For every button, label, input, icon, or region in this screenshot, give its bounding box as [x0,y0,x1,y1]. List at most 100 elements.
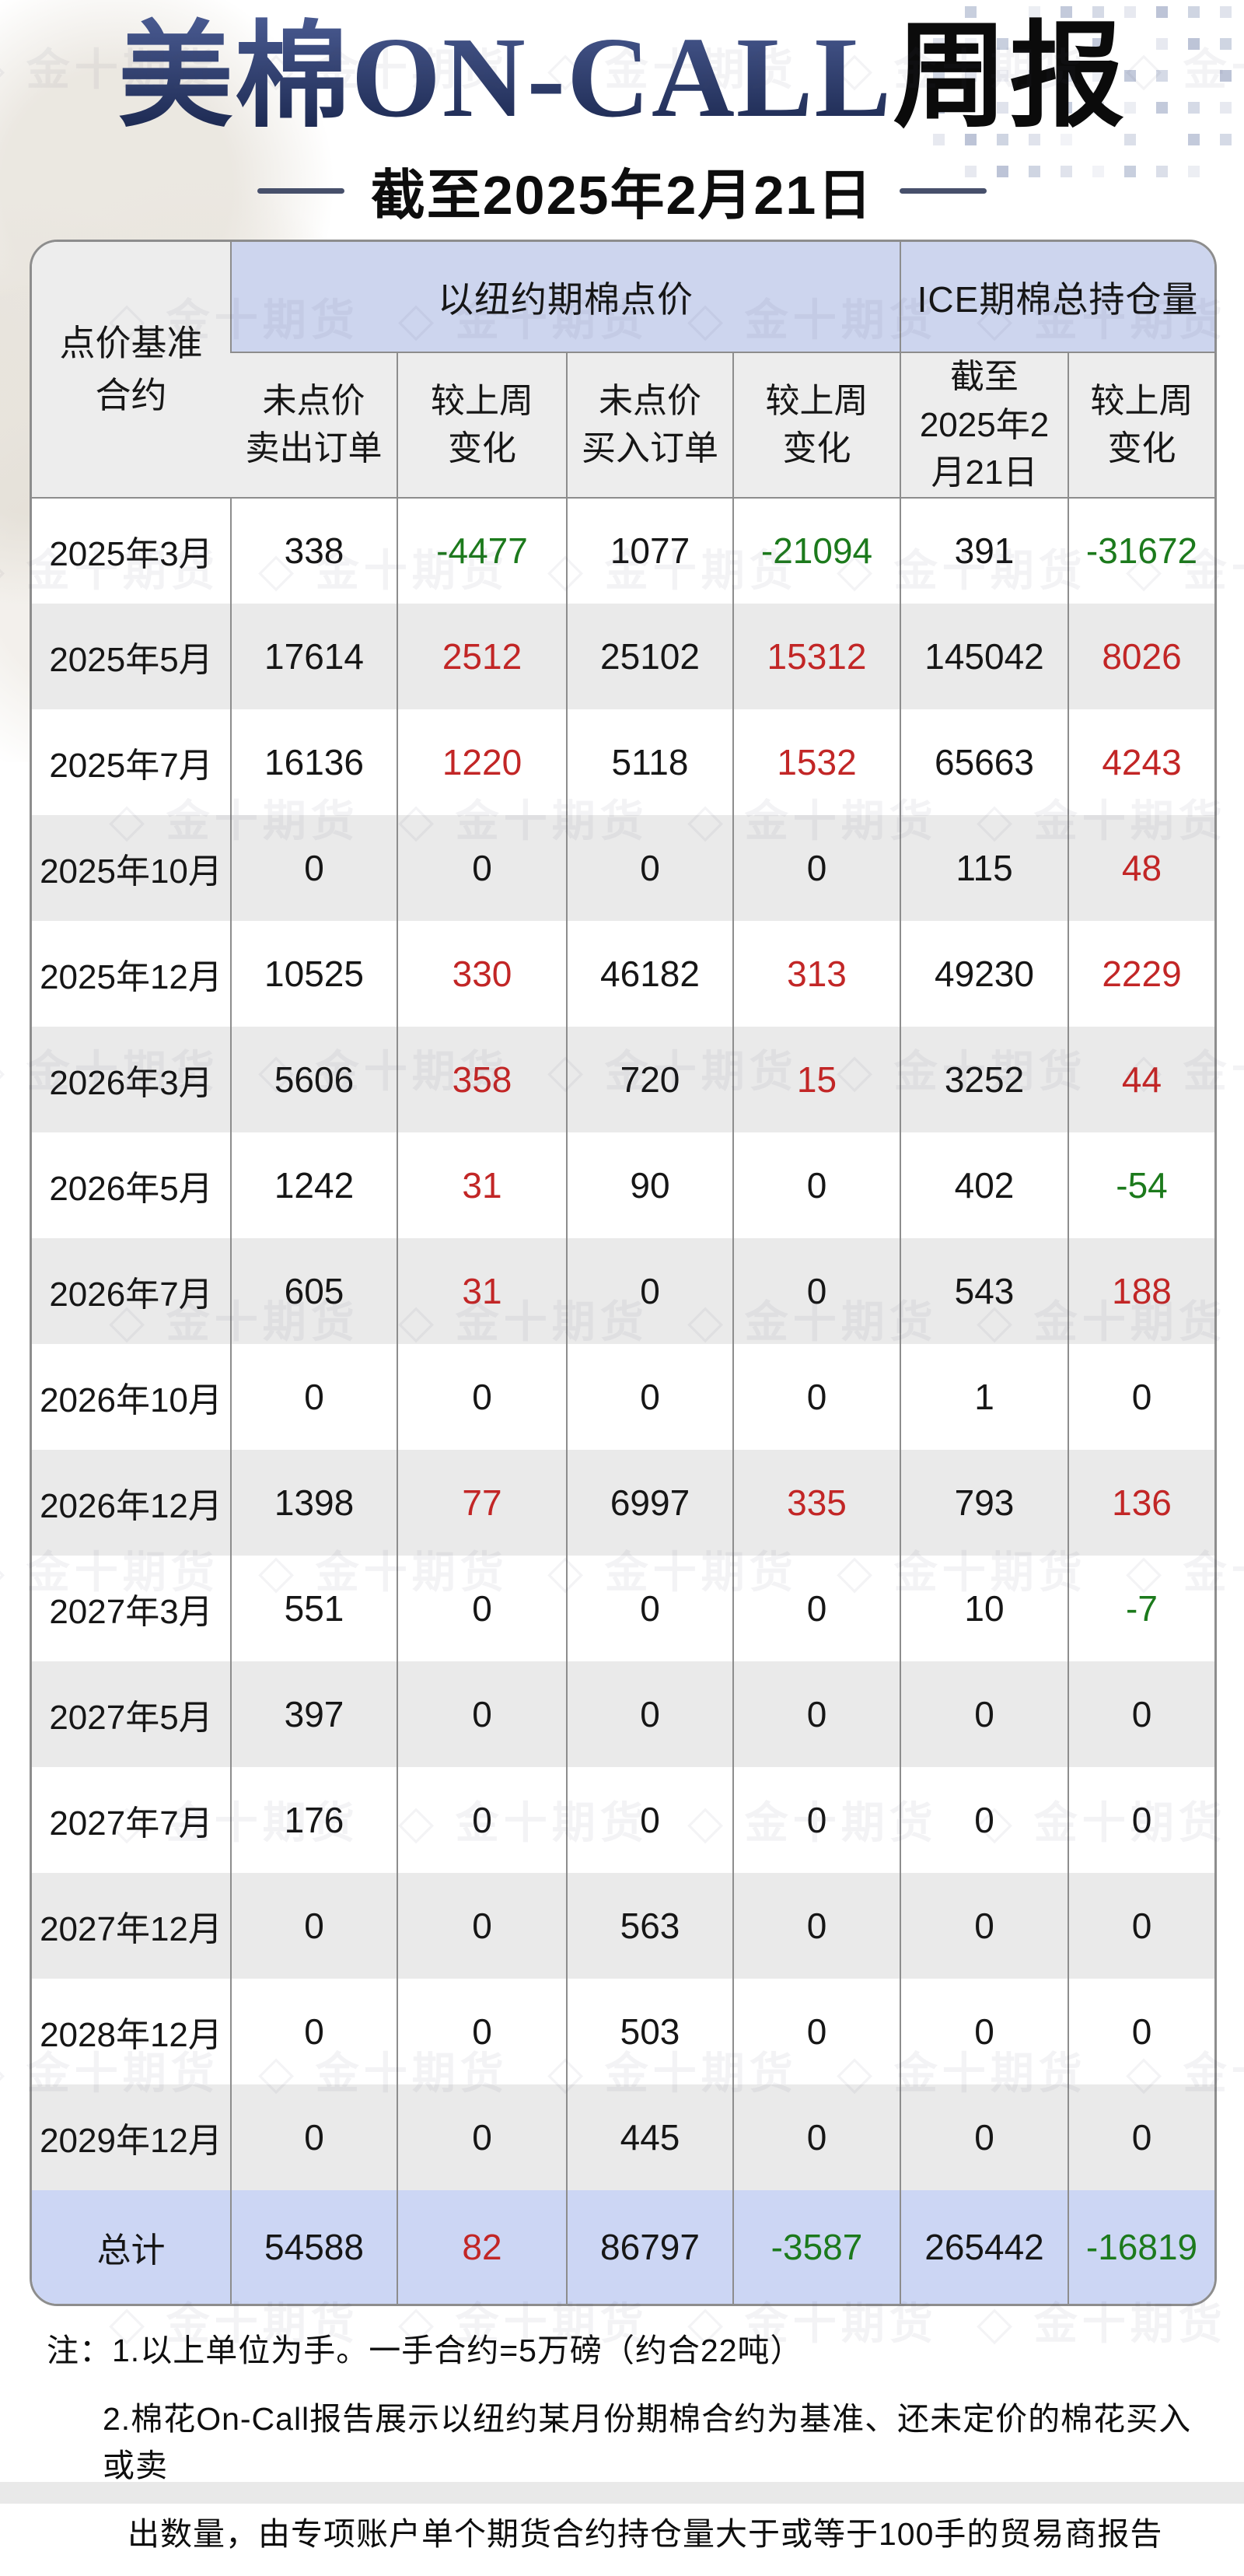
value-cell: 0 [900,1978,1068,2084]
value-cell: 0 [566,1343,733,1450]
value-cell: 1398 [230,1449,397,1556]
change-value-cell: 0 [397,1978,567,2084]
change-value-cell: 31 [397,1132,567,1238]
change-value-cell: -7 [1068,1555,1214,1661]
contract-month-cell: 2029年12月 [32,2084,231,2190]
table-row: 2026年10月 0 0 0 0 1 0 [32,1343,1214,1450]
table-row: 2027年5月 397 0 0 0 0 0 [32,1661,1214,1767]
subtitle-row: 截至2025年2月21日 [0,152,1244,230]
value-cell: 0 [900,1661,1068,1767]
contract-month-cell: 2027年7月 [32,1766,231,1873]
corner-header-pricing-benchmark-contract: 点价基准 合约 [32,242,231,499]
value-cell: 402 [900,1132,1068,1238]
table-row: 2027年7月 176 0 0 0 0 0 [32,1766,1214,1873]
change-value-cell: 0 [397,1555,567,1661]
value-cell: 391 [900,497,1068,604]
change-value-cell: 136 [1068,1449,1214,1556]
contract-month-cell: 2028年12月 [32,1978,231,2084]
footer-strip [0,2482,1244,2504]
note-line-2: 2.棉花On-Call报告展示以纽约某月份期棉合约为基准、还未定价的棉花买入或卖 [103,2401,1192,2483]
value-cell: 1242 [230,1132,397,1238]
value-cell: 0 [566,1766,733,1873]
contract-month-cell: 2025年3月 [32,497,231,604]
value-cell: 1 [900,1343,1068,1450]
value-cell: 605 [230,1237,397,1344]
table-row: 2026年12月 1398 77 6997 335 793 136 [32,1449,1214,1556]
change-value-cell: 0 [1068,1978,1214,2084]
change-value-cell: 0 [397,2084,567,2190]
value-cell: 90 [566,1132,733,1238]
value-cell: 0 [230,1978,397,2084]
table-row: 2028年12月 0 0 503 0 0 0 [32,1978,1214,2084]
value-cell: 49230 [900,920,1068,1027]
value-cell: 551 [230,1555,397,1661]
contract-month-cell: 2026年7月 [32,1237,231,1344]
contract-month-cell: 2025年7月 [32,709,231,815]
change-value-cell: 0 [732,1132,900,1238]
value-cell: 0 [900,1872,1068,1979]
value-cell: 445 [566,2084,733,2190]
oncall-table: 点价基准 合约 以纽约期棉点价 ICE期棉总持仓量 未点价 卖出订单 较上周 变化 … [32,242,1214,2304]
value-cell: 16136 [230,709,397,815]
value-cell: 265442 [900,2189,1068,2304]
table-row: 2025年10月 0 0 0 0 115 48 [32,814,1214,921]
change-value-cell: 0 [1068,2084,1214,2190]
change-value-cell: -16819 [1068,2189,1214,2304]
value-cell: 0 [230,1343,397,1450]
change-value-cell: 358 [397,1026,567,1132]
change-value-cell: 31 [397,1237,567,1344]
group-header-ice-open-interest: ICE期棉总持仓量 [900,242,1214,353]
contract-month-cell: 2025年5月 [32,603,231,709]
note-line-1: 注：1.以上单位为手。一手合约=5万磅（约合22吨） [47,2333,803,2368]
total-label-cell: 总计 [32,2189,231,2304]
sub-header-row: 未点价 卖出订单 较上周 变化 未点价 买入订单 较上周 变化 截至 2025年2 月21日… [32,352,1214,499]
change-value-cell: 0 [732,1872,900,1979]
table-row: 2026年7月 605 31 0 0 543 188 [32,1237,1214,1344]
value-cell: 0 [566,1237,733,1344]
value-cell: 0 [230,814,397,921]
value-cell: 793 [900,1449,1068,1556]
change-value-cell: 4243 [1068,709,1214,815]
table-row: 2027年12月 0 0 563 0 0 0 [32,1872,1214,1979]
value-cell: 0 [566,1661,733,1767]
contract-month-cell: 2026年12月 [32,1449,231,1556]
change-value-cell: 8026 [1068,603,1214,709]
table-row: 2025年5月 17614 2512 25102 15312 145042 8026 [32,603,1214,709]
change-value-cell: 0 [397,1766,567,1873]
value-cell: 503 [566,1978,733,2084]
change-value-cell: 0 [732,1343,900,1450]
value-cell: 0 [566,814,733,921]
value-cell: 10525 [230,920,397,1027]
change-value-cell: 0 [732,1237,900,1344]
change-value-cell: 2229 [1068,920,1214,1027]
change-value-cell: 15312 [732,603,900,709]
value-cell: 0 [900,1766,1068,1873]
change-value-cell: 0 [1068,1661,1214,1767]
value-cell: 338 [230,497,397,604]
col-header-unpriced-sell-orders: 未点价 卖出订单 [231,352,397,499]
report-date: 截至2025年2月21日 [370,165,874,226]
change-value-cell: 1532 [732,709,900,815]
page-title-suffix: 周报 [893,14,1127,142]
value-cell: 3252 [900,1026,1068,1132]
change-value-cell: 0 [732,2084,900,2190]
change-value-cell: 0 [732,1978,900,2084]
value-cell: 54588 [230,2189,397,2304]
change-value-cell: 188 [1068,1237,1214,1344]
left-dash-decoration [257,188,344,194]
change-value-cell: 0 [732,1766,900,1873]
contract-month-cell: 2025年10月 [32,814,231,921]
change-value-cell: 48 [1068,814,1214,921]
table-row: 2026年5月 1242 31 90 0 402 -54 [32,1132,1214,1238]
value-cell: 5606 [230,1026,397,1132]
contract-month-cell: 2026年5月 [32,1132,231,1238]
change-value-cell: -21094 [732,497,900,604]
table-row: 2029年12月 0 0 445 0 0 0 [32,2084,1214,2190]
table-row: 2026年3月 5606 358 720 15 3252 44 [32,1026,1214,1132]
value-cell: 0 [230,1872,397,1979]
notes: 注：1.以上单位为手。一手合约=5万磅（约合22吨） 2.棉花On-Call报告… [47,2324,1213,2576]
contract-month-cell: 2027年5月 [32,1661,231,1767]
change-value-cell: -54 [1068,1132,1214,1238]
value-cell: 46182 [566,920,733,1027]
change-value-cell: 0 [732,1555,900,1661]
